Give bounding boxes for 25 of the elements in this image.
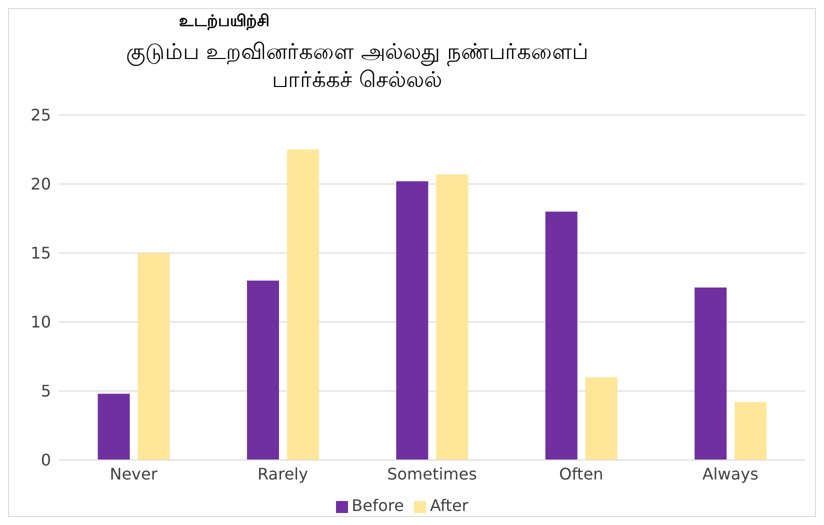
x-tick-label: Often xyxy=(559,464,604,484)
bar xyxy=(734,402,767,460)
legend-label: After xyxy=(430,496,468,515)
y-tick-label: 20 xyxy=(30,174,51,194)
text: உடற்பயிற்சி xyxy=(179,11,270,32)
x-tick-label: Sometimes xyxy=(387,464,477,484)
chart-title: குடும்ப உறவினர்களை அல்லது நண்பர்களைப் பார்க்கச் செல்லல் xyxy=(125,39,589,95)
y-tick-label: 5 xyxy=(40,382,51,401)
bar xyxy=(246,280,279,460)
bar xyxy=(98,394,130,460)
bar xyxy=(396,181,428,460)
x-tick-label: Rarely xyxy=(258,464,308,484)
bar xyxy=(545,212,578,460)
legend-label: Before xyxy=(352,496,404,515)
bar xyxy=(585,377,618,460)
y-tick-label: 25 xyxy=(30,106,51,125)
bar xyxy=(694,288,727,460)
y-tick-label: 10 xyxy=(30,312,51,332)
y-tick-label: 15 xyxy=(30,244,51,263)
bar xyxy=(436,174,468,460)
y-tick-label: 0 xyxy=(40,450,51,470)
bar xyxy=(286,150,319,460)
bar xyxy=(138,253,170,460)
x-tick-label: Never xyxy=(110,464,158,484)
x-tick-label: Always xyxy=(702,464,758,484)
